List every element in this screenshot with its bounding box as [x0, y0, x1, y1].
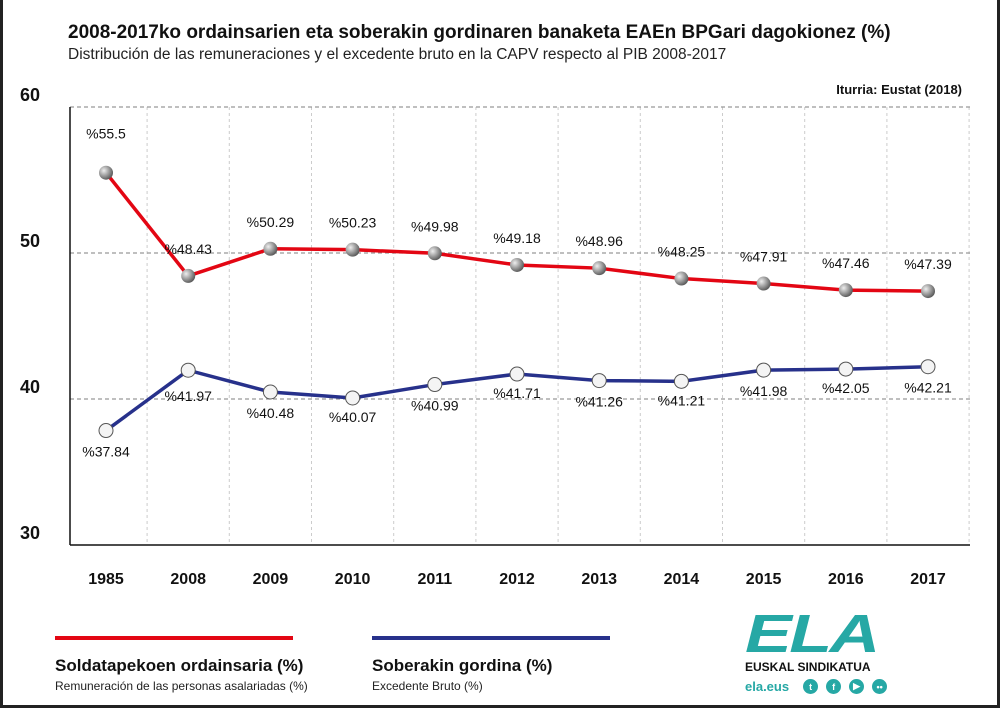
data-label: %55.5 — [86, 126, 126, 142]
data-point — [838, 283, 853, 298]
data-label: %42.21 — [904, 380, 952, 396]
data-point — [262, 384, 278, 400]
twitter-icon[interactable]: t — [803, 679, 819, 694]
data-label: %47.39 — [904, 256, 952, 272]
legend-item-surplus: Soberakin gordina (%) Excedente Bruto (%… — [372, 636, 610, 693]
data-label: %41.71 — [493, 385, 541, 401]
chart-subtitle: Distribución de las remuneraciones y el … — [68, 46, 727, 63]
data-label: %50.29 — [247, 214, 295, 230]
ela-logo: ELA EUSKAL SINDIKATUA ela.eus t f ▶ •• — [745, 607, 895, 694]
data-label: %41.98 — [740, 383, 788, 399]
x-tick-label: 2014 — [664, 571, 700, 588]
logo-text: ELA — [745, 604, 880, 664]
data-point — [427, 377, 443, 393]
data-label: %50.23 — [329, 215, 377, 231]
data-point — [921, 284, 935, 299]
data-label: %40.99 — [411, 398, 459, 414]
facebook-icon[interactable]: f — [826, 679, 842, 694]
data-point — [263, 241, 278, 256]
data-point — [592, 261, 607, 276]
y-tick-label: 30 — [20, 523, 40, 543]
data-label: %42.05 — [822, 380, 870, 396]
data-point — [756, 362, 772, 378]
data-label: %48.25 — [658, 244, 706, 260]
chart-title: 2008-2017ko ordainsarien eta soberakin g… — [68, 22, 891, 43]
data-point — [427, 246, 442, 261]
data-point — [838, 361, 854, 377]
data-point — [509, 366, 525, 382]
x-tick-label: 2012 — [499, 571, 535, 588]
data-point — [99, 165, 113, 180]
legend-swatch — [55, 636, 293, 640]
x-tick-label: 2009 — [253, 571, 289, 588]
flickr-icon[interactable]: •• — [872, 679, 888, 694]
data-label: %47.46 — [822, 255, 870, 271]
data-label: %47.91 — [740, 249, 788, 265]
data-point — [181, 268, 196, 283]
data-point — [591, 373, 607, 389]
data-label: %49.18 — [493, 230, 541, 246]
data-point — [345, 242, 360, 257]
data-label: %40.07 — [329, 409, 377, 425]
data-label: %37.84 — [82, 444, 130, 460]
data-label: %41.21 — [658, 392, 706, 408]
data-point — [180, 362, 196, 378]
line-chart: 30 40 50 60 1985 2008 2009 2010 2011 2012 2013 2014… — [20, 85, 970, 588]
youtube-icon[interactable]: ▶ — [849, 679, 865, 694]
data-point — [673, 373, 689, 389]
data-label: %40.48 — [247, 405, 295, 421]
x-tick-label: 2017 — [910, 571, 946, 588]
data-point — [674, 271, 689, 286]
data-point — [510, 257, 524, 272]
legend-label: Soberakin gordina (%) — [372, 656, 553, 675]
x-tick-label: 2015 — [746, 571, 782, 588]
logo-tagline: EUSKAL SINDIKATUA — [745, 660, 871, 674]
legend-desc: Remuneración de las personas asalariadas… — [55, 679, 308, 693]
legend-swatch — [372, 636, 610, 640]
legend-item-remuneration: Soldatapekoen ordainsaria (%) Remuneraci… — [55, 636, 308, 693]
source-note: Iturria: Eustat (2018) — [836, 82, 962, 97]
x-tick-label: 2016 — [828, 571, 864, 588]
data-label: %41.26 — [575, 394, 623, 410]
data-label: %41.97 — [164, 388, 212, 404]
y-tick-label: 40 — [20, 377, 40, 397]
x-tick-label: 2013 — [581, 571, 617, 588]
legend-label: Soldatapekoen ordainsaria (%) — [55, 656, 304, 675]
x-tick-label: 2010 — [335, 571, 371, 588]
x-tick-label: 2008 — [170, 571, 206, 588]
y-tick-label: 60 — [20, 85, 40, 105]
x-tick-label: 2011 — [417, 571, 452, 588]
y-tick-label: 50 — [20, 231, 40, 251]
data-label: %48.96 — [575, 233, 623, 249]
legend-desc: Excedente Bruto (%) — [372, 679, 483, 693]
data-label: %49.98 — [411, 218, 459, 234]
data-point — [345, 390, 361, 406]
data-point — [920, 359, 936, 375]
data-label: %48.43 — [164, 241, 212, 257]
data-point — [756, 276, 771, 291]
x-tick-label: 1985 — [88, 571, 124, 588]
data-point — [98, 423, 114, 439]
website-link[interactable]: ela.eus — [745, 679, 790, 694]
